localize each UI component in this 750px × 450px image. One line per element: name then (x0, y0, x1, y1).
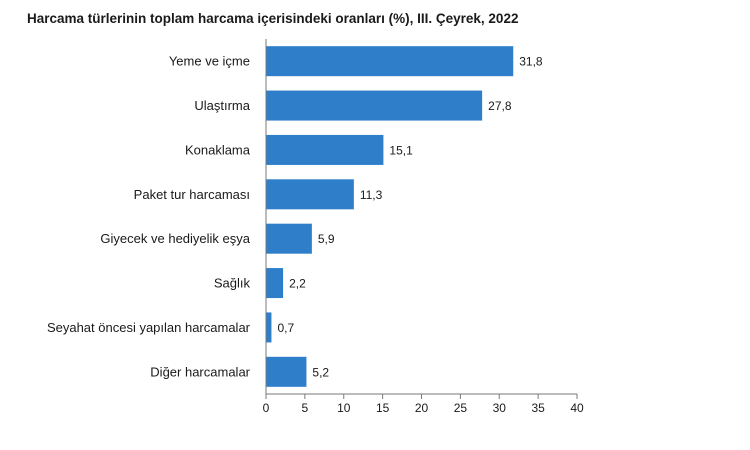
category-label: Paket tur harcaması (134, 187, 250, 202)
x-tick-label: 25 (454, 401, 468, 415)
bar (266, 356, 307, 387)
category-label: Konaklama (185, 142, 251, 157)
value-label: 31,8 (519, 55, 543, 69)
value-label: 5,2 (312, 365, 329, 379)
value-label: 27,8 (488, 99, 512, 113)
x-tick-label: 35 (531, 401, 545, 415)
x-tick-label: 30 (493, 401, 507, 415)
x-tick-label: 40 (570, 401, 584, 415)
category-label: Diğer harcamalar (150, 364, 250, 379)
bar (266, 46, 514, 77)
bar (266, 312, 272, 343)
bar (266, 268, 284, 299)
x-tick-label: 10 (337, 401, 351, 415)
value-label: 11,3 (360, 188, 383, 202)
category-label: Seyahat öncesi yapılan harcamalar (47, 320, 251, 335)
value-label: 2,2 (289, 277, 306, 291)
category-label: Giyecek ve hediyelik eşya (100, 231, 250, 246)
bar (266, 134, 384, 165)
category-label: Sağlık (214, 276, 251, 291)
x-tick-label: 15 (376, 401, 390, 415)
x-tick-label: 5 (302, 401, 309, 415)
value-label: 0,7 (277, 321, 294, 335)
x-tick-label: 20 (415, 401, 429, 415)
value-label: 5,9 (318, 232, 335, 246)
bar (266, 90, 483, 121)
bar (266, 223, 312, 254)
value-label: 15,1 (389, 143, 413, 157)
category-label: Ulaştırma (194, 98, 250, 113)
bar (266, 179, 354, 210)
chart-title: Harcama türlerinin toplam harcama içeris… (27, 11, 519, 26)
x-tick-label: 0 (263, 401, 270, 415)
category-label: Yeme ve içme (169, 54, 250, 69)
